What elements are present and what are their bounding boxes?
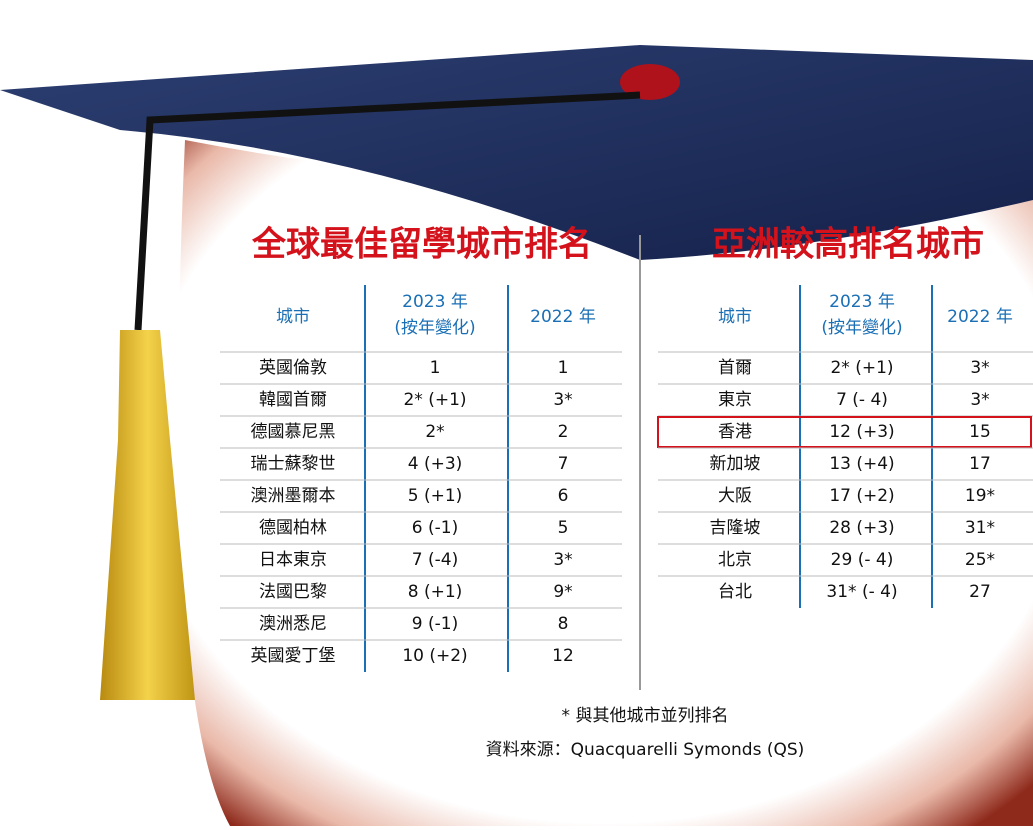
- column-header: 2022 年: [530, 307, 596, 327]
- column-header: 2023 年: [829, 292, 895, 312]
- table-cell: 2: [558, 422, 569, 442]
- table-cell: 3*: [553, 390, 572, 410]
- table-cell: 東京: [718, 390, 752, 410]
- table-cell: 3*: [970, 390, 989, 410]
- table-cell: 9 (-1): [412, 614, 458, 634]
- table-cell: 12: [552, 646, 574, 666]
- table-cell: 27: [969, 582, 991, 602]
- table-cell: 日本東京: [259, 550, 327, 570]
- column-header: 城市: [718, 307, 752, 327]
- table-cell: 9*: [553, 582, 572, 602]
- table-cell: 2* (+1): [403, 390, 466, 410]
- column-header: 2023 年: [402, 292, 468, 312]
- table-cell: 1: [430, 358, 441, 378]
- table-cell: 澳洲悉尼: [259, 614, 327, 634]
- table-cell: 2* (+1): [830, 358, 893, 378]
- table-cell: 29 (- 4): [831, 550, 894, 570]
- table-cell: 德國慕尼黑: [251, 422, 336, 442]
- table-cell: 7 (- 4): [836, 390, 888, 410]
- table-cell: 6: [558, 486, 569, 506]
- table-cell: 台北: [718, 582, 752, 602]
- table-cell: 19*: [965, 486, 995, 506]
- table-cell: 北京: [718, 550, 752, 570]
- table-cell: 25*: [965, 550, 995, 570]
- infographic: 全球最佳留學城市排名城市 2023 年 (按年變化) 2022 年英國倫敦 1 1 韓國首爾…: [0, 0, 1033, 826]
- table-cell: 4 (+3): [408, 454, 463, 474]
- source: 資料來源：Quacquarelli Symonds (QS): [486, 740, 805, 760]
- table-cell: 法國巴黎: [259, 582, 327, 602]
- table-cell: 10 (+2): [402, 646, 467, 666]
- column-header: (按年變化): [394, 318, 475, 338]
- table-cell: 5: [558, 518, 569, 538]
- table-cell: 8: [558, 614, 569, 634]
- table-cell: 新加坡: [710, 454, 761, 474]
- table-cell: 德國柏林: [259, 518, 327, 538]
- table-cell: 韓國首爾: [259, 390, 327, 410]
- table-cell: 2*: [425, 422, 444, 442]
- table-cell: 1: [558, 358, 569, 378]
- table-cell: 吉隆坡: [710, 518, 761, 538]
- table-cell: 8 (+1): [408, 582, 463, 602]
- table-cell: 7 (-4): [412, 550, 458, 570]
- table-cell: 6 (-1): [412, 518, 458, 538]
- table-cell: 3*: [553, 550, 572, 570]
- table-cell: 3*: [970, 358, 989, 378]
- table-cell: 大阪: [718, 486, 752, 506]
- column-header: 2022 年: [947, 307, 1013, 327]
- table-cell: 15: [969, 422, 991, 442]
- table-cell: 5 (+1): [408, 486, 463, 506]
- table-title: 全球最佳留學城市排名: [251, 225, 592, 265]
- table-cell: 12 (+3): [829, 422, 894, 442]
- table-cell: 澳洲墨爾本: [251, 486, 336, 506]
- table-cell: 英國倫敦: [259, 358, 327, 378]
- table-title: 亞洲較高排名城市: [712, 225, 984, 265]
- column-header: 城市: [276, 307, 310, 327]
- footnote: * 與其他城市並列排名: [562, 706, 729, 726]
- table-cell: 首爾: [718, 358, 752, 378]
- table-cell: 28 (+3): [829, 518, 894, 538]
- table-cell: 17 (+2): [829, 486, 894, 506]
- table-cell: 13 (+4): [829, 454, 894, 474]
- column-header: (按年變化): [821, 318, 902, 338]
- table-cell: 7: [558, 454, 569, 474]
- table-cell: 31* (- 4): [826, 582, 897, 602]
- table-cell: 英國愛丁堡: [251, 646, 336, 666]
- table-cell: 17: [969, 454, 991, 474]
- table-cell: 31*: [965, 518, 995, 538]
- table-cell: 瑞士蘇黎世: [251, 454, 336, 474]
- table-cell: 香港: [718, 422, 752, 442]
